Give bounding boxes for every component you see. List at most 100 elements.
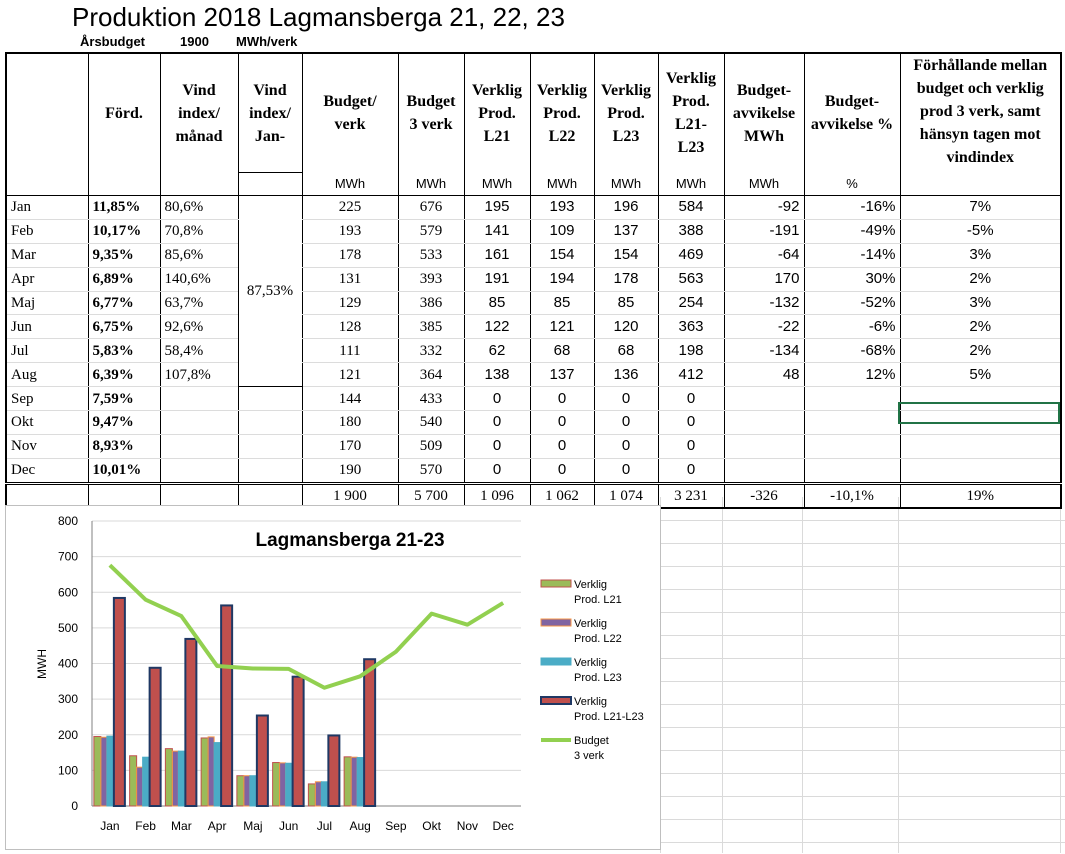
budget-3-verk-cell[interactable]: 533 — [397, 243, 464, 268]
deviation-pct-cell[interactable]: -49% — [803, 219, 900, 244]
vind-cell[interactable] — [159, 458, 238, 484]
budget-3-verk-cell[interactable]: 393 — [397, 267, 464, 292]
ratio-cell[interactable]: 2% — [899, 267, 1061, 292]
vind-cell[interactable] — [159, 434, 238, 459]
vind-cell[interactable]: 58,4% — [159, 338, 238, 364]
deviation-mwh-cell[interactable]: -92 — [723, 195, 804, 220]
deviation-mwh-cell[interactable] — [723, 410, 804, 435]
budget-3-verk-cell[interactable]: 364 — [397, 362, 464, 388]
ratio-cell[interactable] — [899, 458, 1061, 484]
budget-3-verk-cell[interactable]: 509 — [397, 434, 464, 459]
prod-l22-cell[interactable]: 0 — [529, 410, 594, 435]
ratio-cell[interactable] — [899, 434, 1061, 459]
budget-3-verk-cell[interactable]: 433 — [397, 386, 464, 412]
empty-cell[interactable] — [237, 410, 302, 435]
vind-cell[interactable]: 107,8% — [159, 362, 238, 388]
deviation-pct-cell[interactable]: -6% — [803, 314, 900, 340]
prod-total-cell[interactable]: 0 — [657, 458, 724, 484]
prod-l23-cell[interactable]: 0 — [593, 386, 658, 412]
prod-l23-cell[interactable]: 68 — [593, 338, 658, 364]
prod-l23-cell[interactable]: 120 — [593, 314, 658, 340]
prod-l23-cell[interactable]: 136 — [593, 362, 658, 388]
ford-cell[interactable]: 10,01% — [87, 458, 160, 484]
prod-l22-cell[interactable]: 154 — [529, 243, 594, 268]
month-cell[interactable]: Aug — [6, 362, 88, 388]
prod-total-cell[interactable]: 198 — [657, 338, 724, 364]
budget-3-verk-cell[interactable]: 386 — [397, 291, 464, 316]
wind-index-jan-cell[interactable]: 87,53% — [237, 194, 302, 388]
ford-cell[interactable]: 11,85% — [87, 195, 160, 220]
prod-total-cell[interactable]: 0 — [657, 410, 724, 435]
prod-l22-cell[interactable]: 194 — [529, 267, 594, 292]
deviation-mwh-cell[interactable] — [723, 458, 804, 484]
vind-cell[interactable] — [159, 386, 238, 412]
ford-cell[interactable]: 9,35% — [87, 243, 160, 268]
deviation-pct-cell[interactable]: -68% — [803, 338, 900, 364]
prod-l23-cell[interactable]: 178 — [593, 267, 658, 292]
prod-l21-cell[interactable]: 0 — [463, 386, 530, 412]
vind-cell[interactable] — [159, 410, 238, 435]
prod-total-cell[interactable]: 0 — [657, 434, 724, 459]
ford-cell[interactable]: 9,47% — [87, 410, 160, 435]
production-chart[interactable]: 0 100 200 300 400 500 600 700 800 Lagmansberga 21… — [5, 505, 661, 850]
budget-per-verk-cell[interactable]: 131 — [301, 267, 398, 292]
vind-cell[interactable]: 92,6% — [159, 314, 238, 340]
deviation-mwh-cell[interactable]: -22 — [723, 314, 804, 340]
budget-per-verk-cell[interactable]: 129 — [301, 291, 398, 316]
month-cell[interactable]: Sep — [6, 386, 88, 412]
prod-total-cell[interactable]: 584 — [657, 195, 724, 220]
budget-per-verk-cell[interactable]: 178 — [301, 243, 398, 268]
deviation-pct-cell[interactable] — [803, 434, 900, 459]
ford-cell[interactable]: 6,77% — [87, 291, 160, 316]
total-bpv-cell[interactable]: 1 900 — [301, 481, 398, 509]
prod-total-cell[interactable]: 363 — [657, 314, 724, 340]
prod-total-cell[interactable]: 412 — [657, 362, 724, 388]
month-cell[interactable]: Feb — [6, 219, 88, 244]
total-l22-cell[interactable]: 1 062 — [529, 481, 594, 509]
total-l23-cell[interactable]: 1 074 — [593, 481, 658, 509]
budget-3-verk-cell[interactable]: 540 — [397, 410, 464, 435]
prod-l22-cell[interactable]: 0 — [529, 458, 594, 484]
prod-l22-cell[interactable]: 121 — [529, 314, 594, 340]
prod-l23-cell[interactable]: 85 — [593, 291, 658, 316]
vind-cell[interactable]: 80,6% — [159, 195, 238, 220]
empty-cell[interactable] — [237, 458, 302, 484]
ratio-cell[interactable]: 2% — [899, 314, 1061, 340]
prod-total-cell[interactable]: 563 — [657, 267, 724, 292]
prod-total-cell[interactable]: 0 — [657, 386, 724, 412]
total-tot-cell[interactable]: 3 231 — [657, 481, 724, 509]
budget-3-verk-cell[interactable]: 579 — [397, 219, 464, 244]
prod-l22-cell[interactable]: 85 — [529, 291, 594, 316]
month-cell[interactable]: Jul — [6, 338, 88, 364]
ford-cell[interactable]: 8,93% — [87, 434, 160, 459]
prod-l22-cell[interactable]: 0 — [529, 434, 594, 459]
month-cell[interactable]: Maj — [6, 291, 88, 316]
deviation-pct-cell[interactable]: 30% — [803, 267, 900, 292]
selected-cell[interactable] — [898, 402, 1060, 424]
ratio-cell[interactable]: 2% — [899, 338, 1061, 364]
budget-per-verk-cell[interactable]: 193 — [301, 219, 398, 244]
prod-l21-cell[interactable]: 138 — [463, 362, 530, 388]
ratio-cell[interactable]: -5% — [899, 219, 1061, 244]
vind-cell[interactable]: 70,8% — [159, 219, 238, 244]
budget-per-verk-cell[interactable]: 180 — [301, 410, 398, 435]
deviation-pct-cell[interactable]: -52% — [803, 291, 900, 316]
month-cell[interactable]: Jun — [6, 314, 88, 340]
vind-cell[interactable]: 140,6% — [159, 267, 238, 292]
month-cell[interactable]: Okt — [6, 410, 88, 435]
total-l21-cell[interactable]: 1 096 — [463, 481, 530, 509]
budget-value[interactable]: 1900 — [180, 34, 209, 49]
deviation-mwh-cell[interactable]: -134 — [723, 338, 804, 364]
deviation-pct-cell[interactable] — [803, 386, 900, 412]
month-cell[interactable]: Dec — [6, 458, 88, 484]
budget-per-verk-cell[interactable]: 121 — [301, 362, 398, 388]
prod-l21-cell[interactable]: 122 — [463, 314, 530, 340]
prod-l23-cell[interactable]: 0 — [593, 434, 658, 459]
month-cell[interactable]: Mar — [6, 243, 88, 268]
prod-l23-cell[interactable]: 0 — [593, 458, 658, 484]
prod-l22-cell[interactable]: 0 — [529, 386, 594, 412]
deviation-mwh-cell[interactable]: 48 — [723, 362, 804, 388]
budget-per-verk-cell[interactable]: 111 — [301, 338, 398, 364]
prod-l23-cell[interactable]: 154 — [593, 243, 658, 268]
deviation-mwh-cell[interactable]: -132 — [723, 291, 804, 316]
